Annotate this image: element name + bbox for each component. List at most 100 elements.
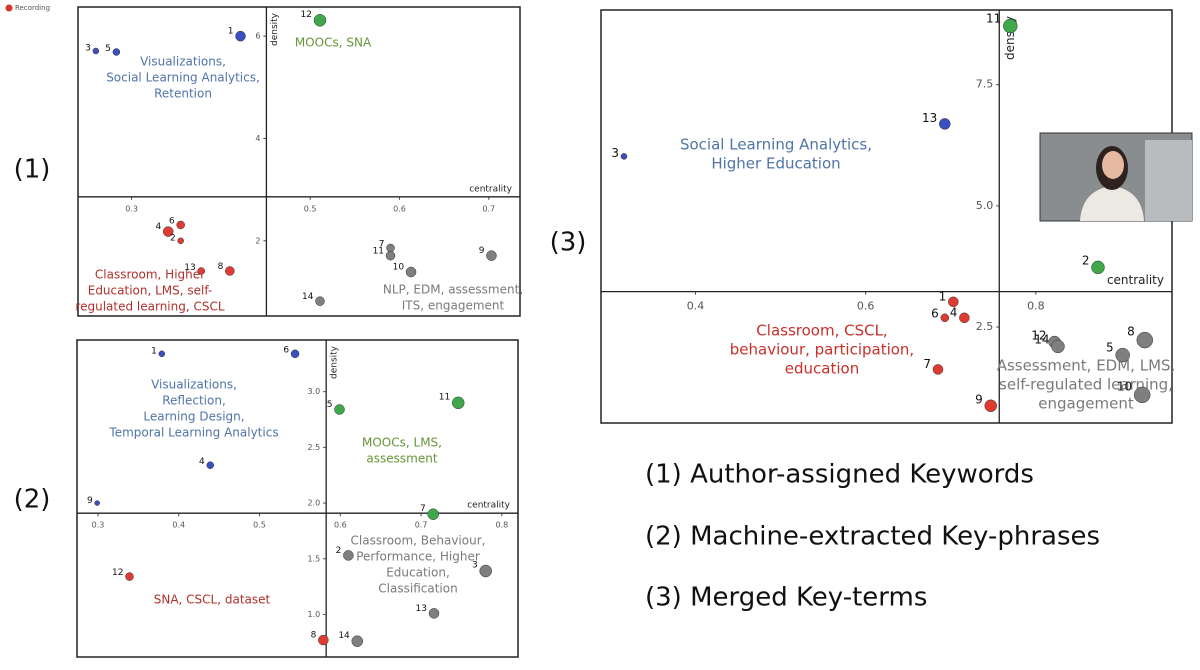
point [197,267,205,275]
cluster-label: Visualizations, [140,55,226,69]
x-tick-label: 0.5 [253,521,266,530]
cluster-label: MOOCs, SNA [295,36,372,50]
point-label: 6 [931,306,939,320]
point [125,572,134,581]
point [162,226,174,237]
point [427,508,439,520]
point [351,635,364,647]
point-label: 5 [105,44,111,54]
point [1136,331,1154,349]
point [206,461,215,469]
point [939,118,951,130]
x-tick-label: 0.5 [304,204,317,213]
point-label: 14 [338,631,350,641]
y-tick-label: 6 [255,32,260,41]
point [479,564,492,578]
point-label: 7 [379,239,385,249]
point-label: 5 [1106,341,1114,355]
point-label: 13 [416,604,427,614]
y-tick-label: 2.5 [307,443,320,452]
x-tick-label: 0.6 [393,204,406,213]
point [290,349,300,359]
cluster-label: Learning Design, [143,410,244,424]
point [940,313,950,323]
x-tick-label: 0.7 [415,521,428,530]
point [386,243,395,253]
recording-label: Recording [15,4,50,12]
point [620,153,628,160]
y-tick-label: 5.0 [976,199,994,212]
cluster-label: regulated learning, CSCL [75,300,224,314]
cluster-label: SNA, CSCL, dataset [154,593,271,607]
cluster-label: ITS, engagement [402,299,505,313]
point-label: 10 [393,263,405,273]
point-label: 1 [228,27,234,37]
y-tick-label: 2.0 [307,499,320,508]
point-label: 1 [939,289,947,303]
point [334,404,345,415]
y-tick-label: 1.5 [307,554,320,563]
y-tick-label: 7.5 [976,78,994,91]
point [315,296,325,306]
point [1091,260,1105,275]
point [112,48,121,56]
point [92,47,100,55]
point [235,30,246,42]
point [385,250,396,261]
point-label: 14 [302,292,314,302]
point-label: 8 [1127,325,1135,339]
cluster-label: behaviour, participation, [730,341,914,359]
point-label: 4 [199,457,205,467]
cluster-label: Temporal Learning Analytics [108,426,278,440]
point-label: 6 [169,216,175,226]
point [405,266,417,278]
cluster-label: engagement [1038,395,1134,413]
point [1003,18,1018,34]
y-tick-label: 2 [255,236,260,245]
point [486,250,497,261]
y-tick-label: 4 [255,134,260,143]
point-label: 5 [327,400,333,410]
point [94,500,100,506]
x-tick-label: 0.4 [172,521,185,530]
point-label: 7 [923,357,931,371]
point-label: 13 [922,111,937,125]
point [1133,386,1151,404]
x-tick-label: 0.6 [334,521,347,530]
point-label: 9 [975,392,983,406]
point [177,237,184,245]
x-tick-label: 0.3 [92,521,105,530]
y-tick-label: 1.0 [307,610,320,619]
recording-dot [5,4,13,12]
point-label: 7 [420,504,426,514]
cluster-label: education [785,360,859,378]
cluster-label: Social Learning Analytics, [680,136,872,154]
cluster-label: NLP, EDM, assessment, [383,283,523,297]
point [948,296,959,308]
point-label: 9 [87,496,93,506]
x-axis-title: centrality [469,184,512,194]
panel-label: (3) [550,228,587,258]
point [1051,339,1065,354]
cluster-label: Retention [154,87,212,101]
point-label: 12 [1031,329,1046,343]
point [313,14,327,27]
panel-label: (2) [14,485,51,515]
x-axis-title: centrality [467,501,510,511]
caption: (3) Merged Key-terms [645,583,927,613]
x-tick-label: 0.8 [1027,300,1045,313]
point [428,608,440,619]
cluster-label: Classroom, CSCL, [756,322,887,340]
cluster-label: Performance, Higher [356,550,480,564]
cluster-label: self-regulated learning, [999,376,1173,394]
point-label: 11 [439,392,450,402]
point-label: 4 [950,305,958,319]
point [318,634,329,646]
x-tick-label: 0.6 [857,300,875,313]
point-label: 13 [184,263,195,273]
scatter-chart: 0.3 0.5 0.6 0.7246centralitydensityVisualiz… [75,6,523,317]
point-label: 8 [311,631,317,641]
cluster-label: assessment [366,452,437,466]
